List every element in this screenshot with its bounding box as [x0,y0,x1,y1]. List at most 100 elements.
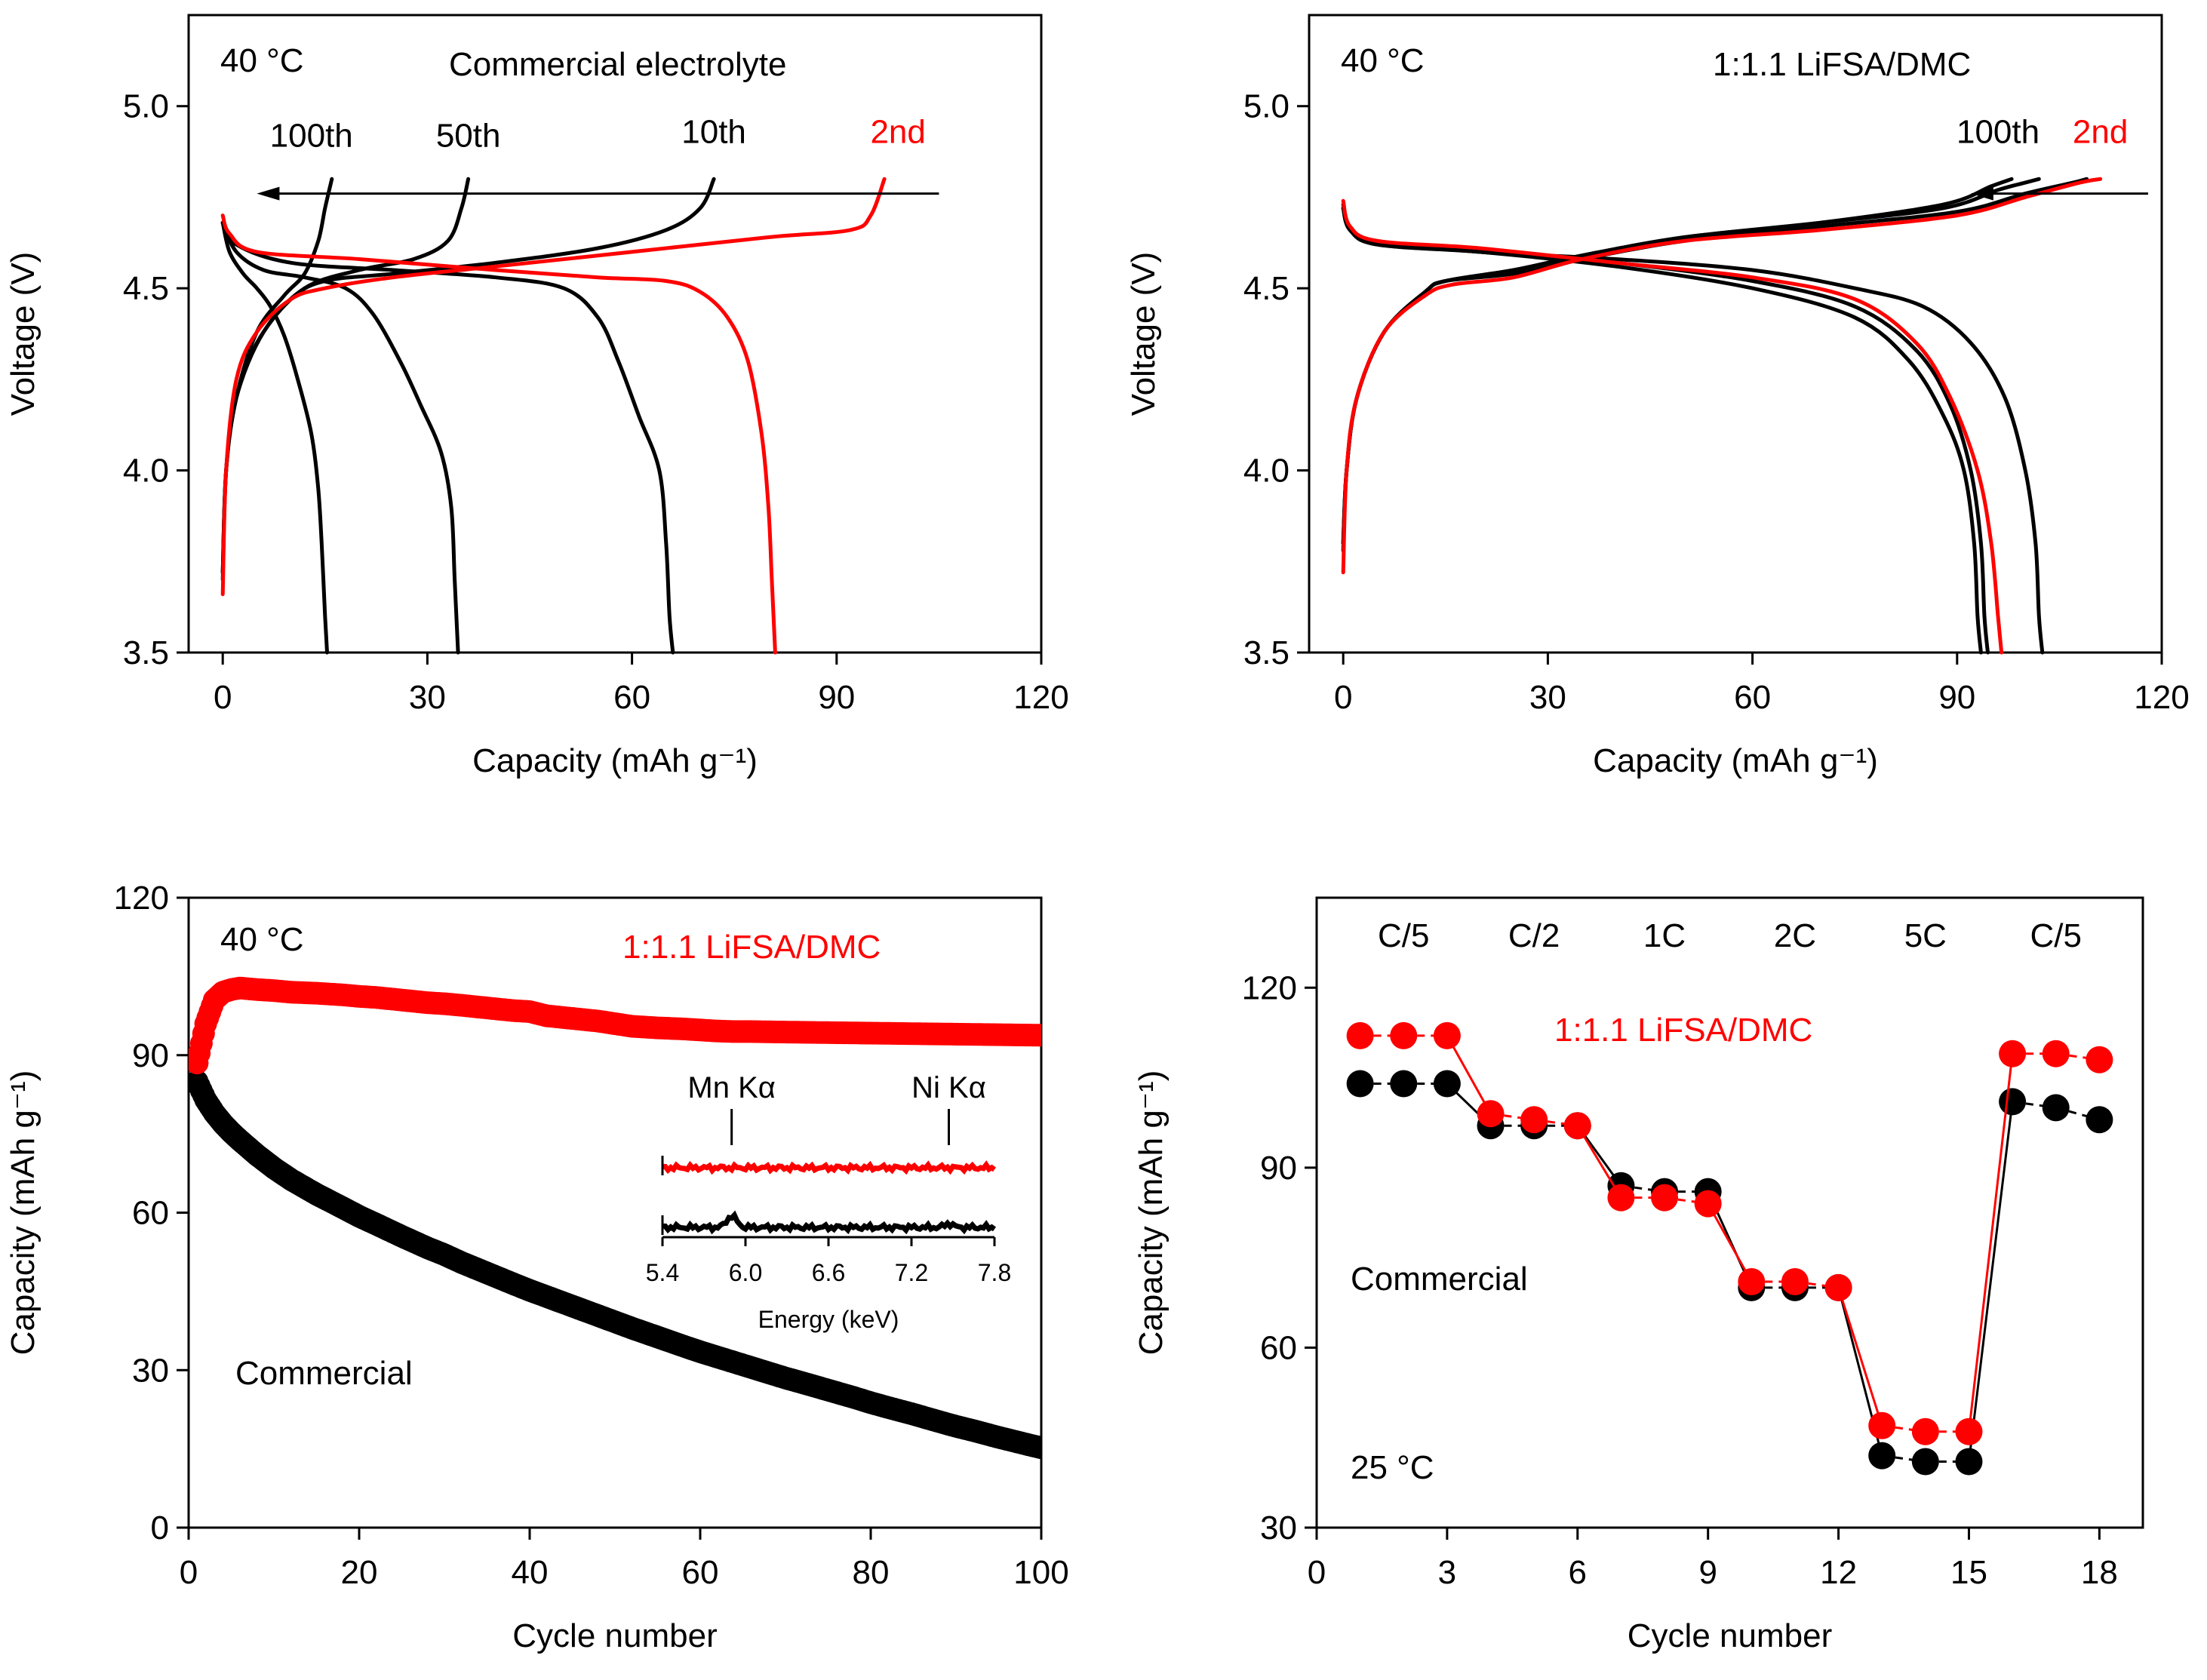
x-tick-label: 18 [2081,1554,2118,1591]
curve-100th-discharge [220,220,329,655]
inset-x-tick-label: 6.0 [729,1259,762,1286]
x-tick-label: 60 [613,679,650,716]
x-tick-label: 15 [1950,1554,1987,1591]
y-tick-label: 30 [132,1352,169,1389]
curve-50th-discharge [220,220,460,655]
connector-line [1967,1053,2014,1432]
curve-2nd-discharge [220,213,777,655]
inset-spectrum-commercial [662,1210,997,1235]
cycle-label: 100th [1956,114,2039,151]
x-tick-label: 30 [409,679,446,716]
data-point [1911,1417,1939,1445]
temperature-label: 40 °C [220,42,304,79]
data-point [1999,1040,2027,1067]
y-tick-label: 4.0 [1243,453,1289,490]
y-tick-label: 4.0 [123,453,169,490]
data-point [1390,1021,1418,1049]
x-tick-label: 120 [2134,679,2189,716]
x-tick-label: 60 [1734,679,1771,716]
x-tick-label: 30 [1529,679,1566,716]
plot-frame [187,14,1043,654]
marker-1-1-1-LiFSA-DMC [1030,1024,1041,1047]
panel-b: 0 30 60 90 120 3.5 4.0 4.5 5.0 Capacity (mAh g⁻¹)… [1125,14,2190,779]
x-axis-label: Cycle number [1628,1617,1832,1654]
y-tick-label: 5.0 [1243,88,1289,125]
curve-50th-charge [220,177,471,575]
connector-line [1576,1125,1622,1199]
curve-2nd-charge [220,177,887,597]
cycle-label: 50th [436,117,501,154]
data-point [1911,1448,1939,1476]
cycle-label: 2nd [870,114,925,151]
x-tick-label: 0 [214,679,232,716]
plot-frame [1308,14,2163,654]
data-point [1390,1070,1418,1098]
x-axis-label: Cycle number [512,1617,717,1654]
x-tick-label: 120 [1013,679,1068,716]
x-tick-label: 90 [818,679,855,716]
y-tick-label: 3.5 [123,634,169,671]
curve-2nd-discharge [1341,198,2004,655]
panel-d: 0 3 6 9 12 15 18 30 60 90 120 Cycle number Capacity … [1133,896,2144,1654]
series-label-commercial: Commercial [235,1355,413,1392]
x-tick-label: 40 [512,1554,549,1591]
y-axis-label: Capacity (mAh g⁻¹) [5,1070,41,1356]
data-point [2042,1094,2070,1122]
x-tick-label: 9 [1698,1554,1717,1591]
x-tick-label: 60 [682,1554,719,1591]
connector-line [1837,1287,1883,1427]
data-point [1738,1267,1766,1295]
y-tick-label: 120 [114,880,169,917]
rate-label: 2C [1774,917,1816,954]
marker-Commercial [1030,1436,1041,1460]
panel-a: 0 30 60 90 120 3.5 4.0 4.5 5.0 Capacity (mAh g⁻¹)… [5,14,1069,779]
data-point [2042,1040,2070,1067]
temperature-label: 40 °C [1341,42,1425,79]
y-tick-label: 4.5 [1243,270,1289,307]
x-tick-label: 90 [1938,679,1975,716]
inset-peak-label: Ni Kα [911,1071,986,1104]
direction-arrow-head [1970,186,1993,201]
x-tick-label: 12 [1820,1554,1857,1591]
rate-label: C/5 [2030,917,2081,954]
connector-line [1707,1202,1753,1282]
inset-x-tick-label: 7.8 [978,1259,1011,1286]
panel-title: 1:1.1 LiFSA/DMC [1713,46,1971,83]
inset-x-tick-label: 6.6 [812,1259,845,1286]
x-tick-label: 0 [1334,679,1352,716]
data-point [1520,1106,1548,1134]
x-tick-label: 0 [1308,1554,1326,1591]
data-point [1433,1021,1461,1049]
inset-x-tick-label: 5.4 [646,1259,679,1286]
x-axis-label: Capacity (mAh g⁻¹) [1593,742,1878,779]
y-tick-label: 90 [132,1037,169,1074]
inset-x-tick-label: 7.2 [895,1259,928,1286]
series-label-lifsa: 1:1.1 LiFSA/DMC [622,929,881,966]
y-tick-label: 5.0 [123,88,169,125]
series-lifsa [1346,1021,2113,1445]
data-point [1781,1267,1809,1295]
connector-line [1446,1035,1492,1115]
inset-edx: 5.4 6.0 6.6 7.2 7.8 Energy (keV) Mn Kα Ni Kα [646,1071,1011,1333]
rate-label: C/5 [1378,917,1429,954]
data-point [1651,1184,1679,1212]
y-tick-label: 4.5 [123,270,169,307]
data-point [1694,1190,1722,1218]
y-tick-label: 120 [1242,969,1297,1006]
x-tick-label: 80 [853,1554,890,1591]
y-tick-label: 30 [1260,1510,1297,1546]
data-point [1868,1442,1896,1470]
curve-2nd-charge [1341,177,2103,575]
data-point [1999,1088,2027,1116]
rate-label: C/2 [1508,917,1560,954]
cycle-label: 2nd [2073,114,2128,151]
data-point [2086,1106,2113,1134]
data-markers [189,976,1041,1460]
x-tick-label: 100 [1013,1554,1068,1591]
data-point [1955,1448,1983,1476]
x-tick-label: 20 [341,1554,378,1591]
inset-peak-label: Mn Kα [687,1071,775,1104]
connector-line [1967,1101,2014,1462]
y-tick-label: 3.5 [1243,634,1289,671]
panel-c: 0 20 40 60 80 100 0 30 60 90 120 Cycle number Capaci… [5,880,1069,1654]
